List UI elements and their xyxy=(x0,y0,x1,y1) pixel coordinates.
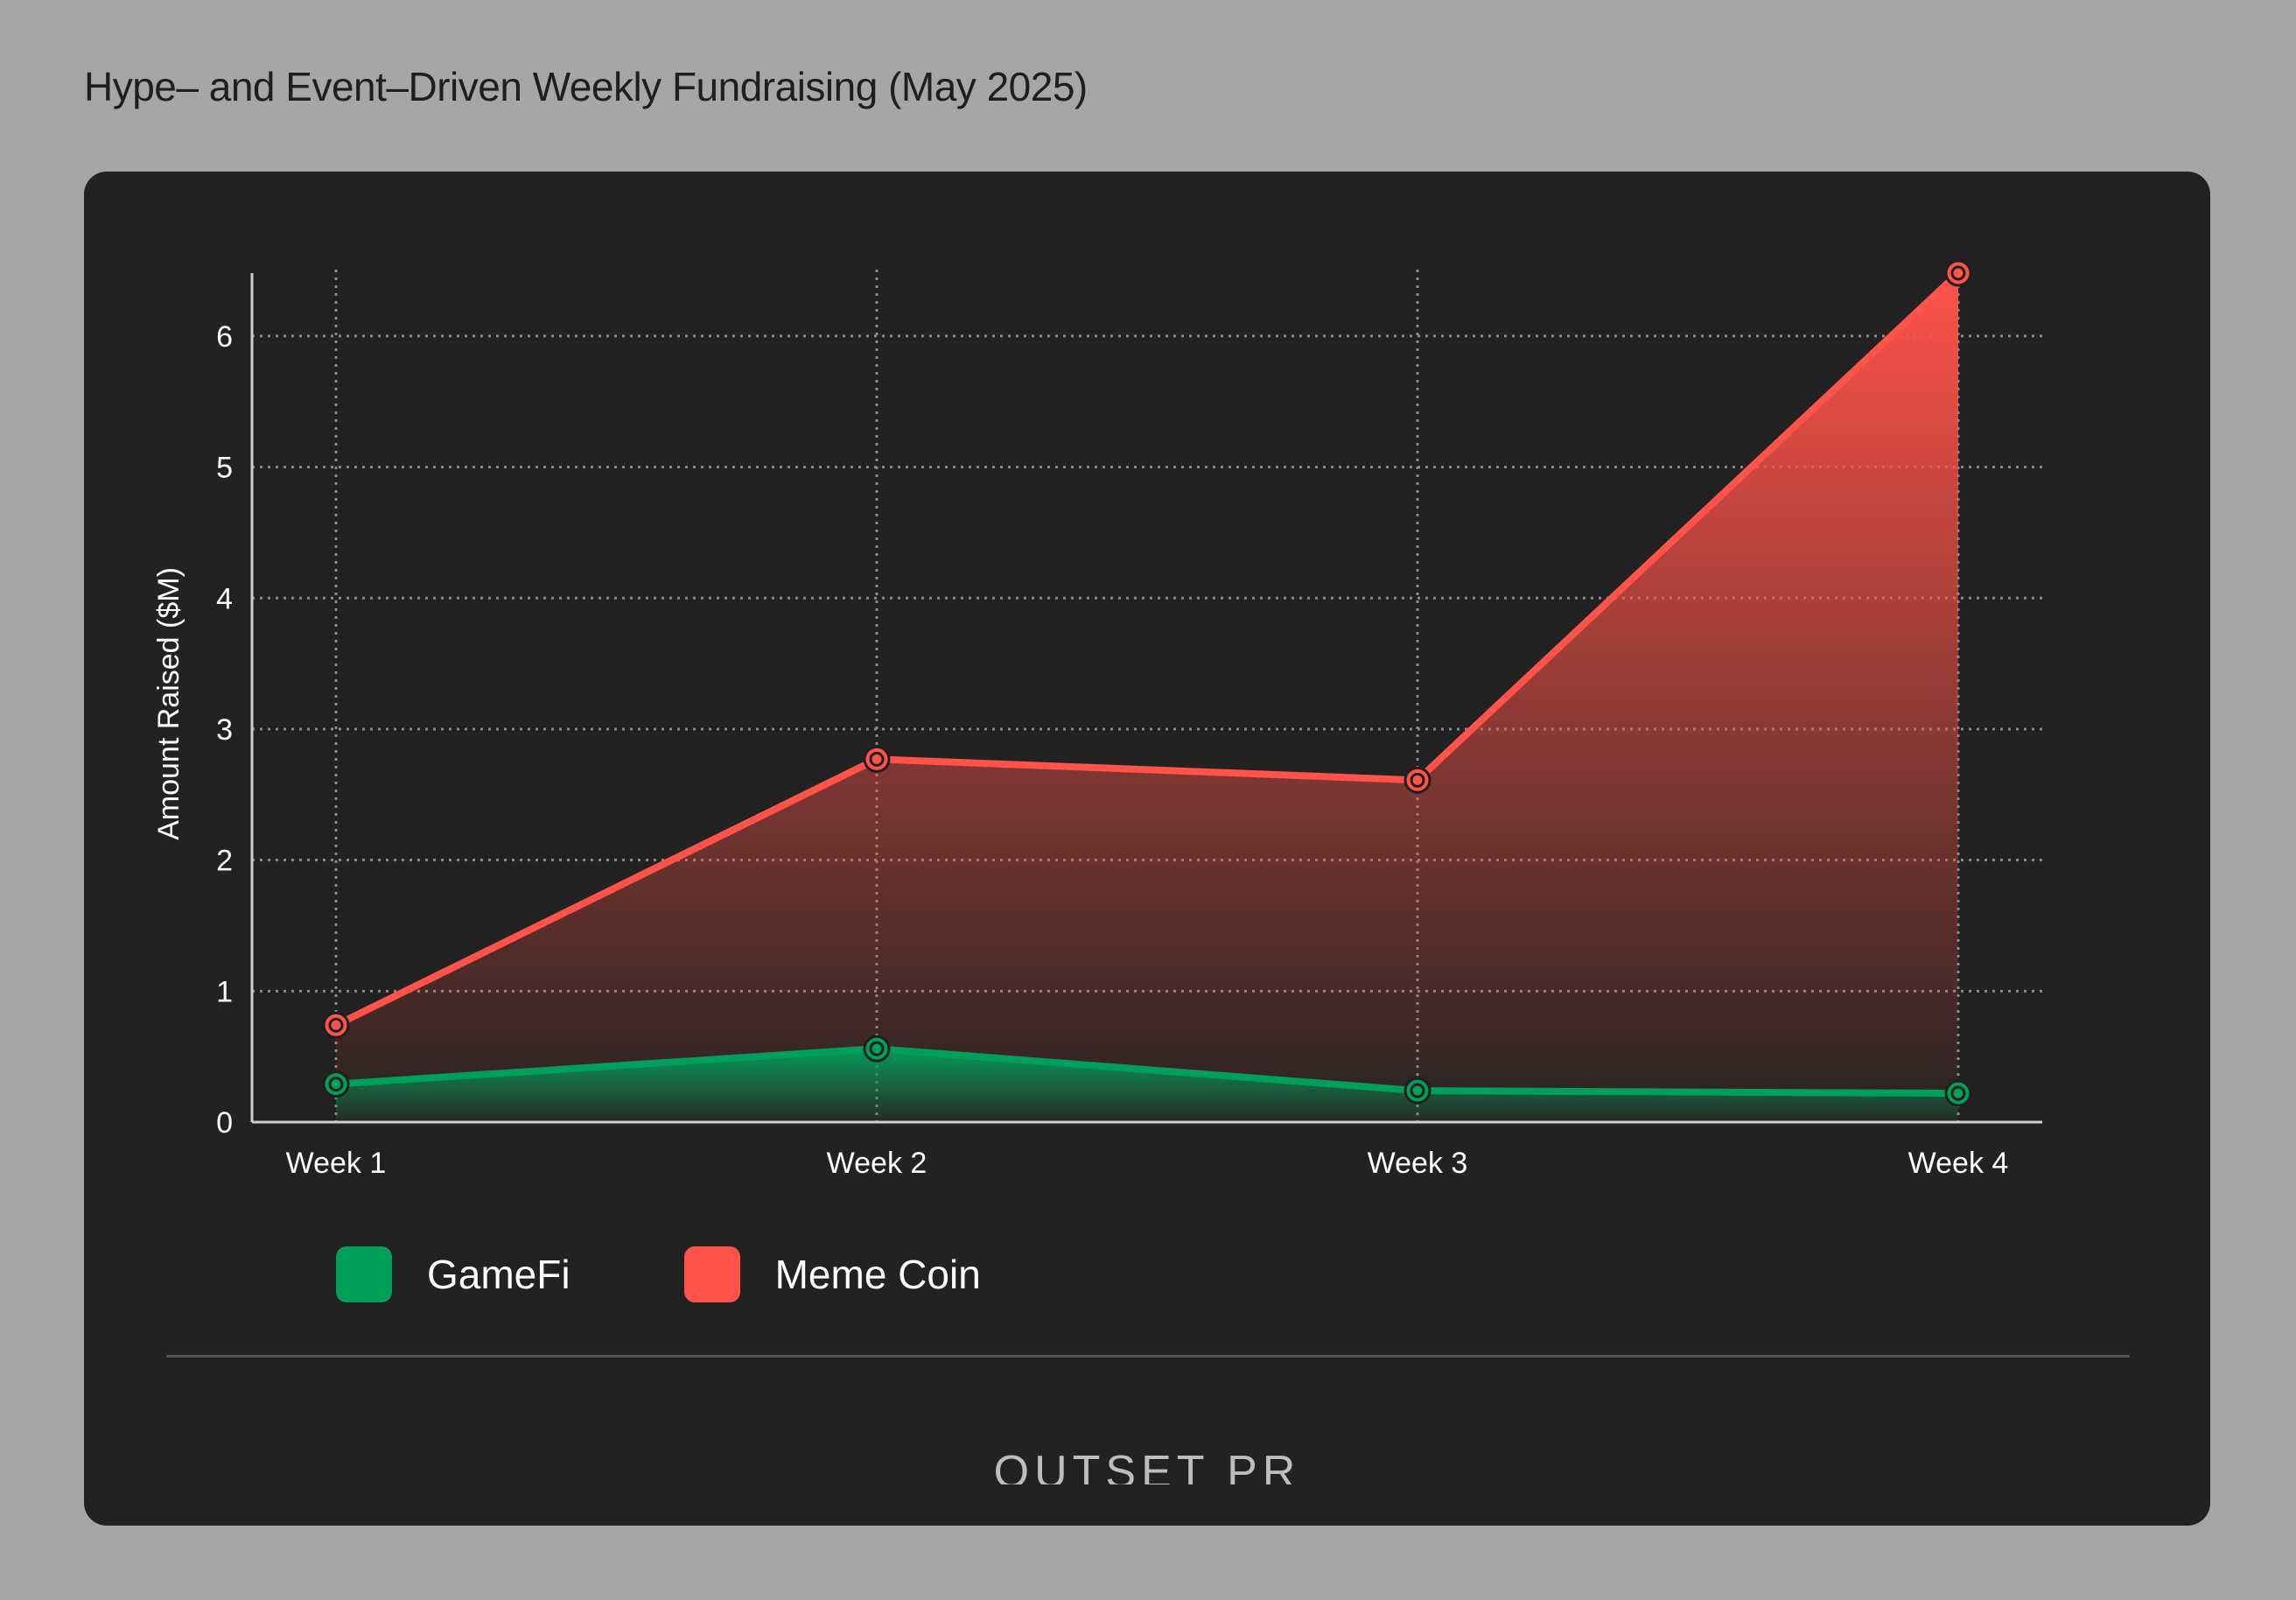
page-title: Hype– and Event–Driven Weekly Fundraisin… xyxy=(84,64,1088,109)
data-point-ring-gamefi-week-1 xyxy=(328,1077,344,1092)
data-point-ring-gamefi-week-2 xyxy=(869,1041,885,1056)
x-tick-label-2: Week 2 xyxy=(827,1147,928,1180)
data-point-gamefi-week-3 xyxy=(1404,1077,1432,1105)
area-fill-meme-coin xyxy=(336,273,1958,1122)
legend: GameFi Meme Coin xyxy=(336,1246,1095,1302)
data-point-ring-meme-coin-week-3 xyxy=(1410,772,1425,788)
series-line-gamefi xyxy=(335,1045,1959,1098)
x-tick-label-4: Week 4 xyxy=(1908,1147,2009,1180)
x-tick-label-3: Week 3 xyxy=(1368,1147,1468,1180)
data-point-gamefi-week-4 xyxy=(1944,1079,1972,1107)
y-tick-label-3: 3 xyxy=(216,713,233,747)
series-line-meme-coin xyxy=(334,270,1961,1028)
legend-swatch-meme-coin xyxy=(683,1246,740,1302)
legend-label-gamefi: GameFi xyxy=(427,1252,570,1297)
brand-logo: OUTSET PR xyxy=(84,1449,2210,1484)
data-point-meme-coin-week-4 xyxy=(1944,259,1972,287)
data-point-ring-meme-coin-week-2 xyxy=(869,751,885,767)
data-point-meme-coin-week-3 xyxy=(1404,766,1432,794)
axes xyxy=(250,273,2042,1124)
brand-logo-text: OUTSET PR xyxy=(993,1449,1301,1484)
y-tick-label-2: 2 xyxy=(216,845,233,878)
data-point-ring-meme-coin-week-1 xyxy=(328,1017,344,1033)
data-point-ring-gamefi-week-3 xyxy=(1410,1083,1425,1098)
y-axis-label: Amount Raised ($M) xyxy=(152,567,186,840)
data-points xyxy=(322,259,1972,1107)
legend-item-gamefi: GameFi xyxy=(336,1246,570,1302)
y-tick-label-6: 6 xyxy=(216,320,233,354)
data-point-meme-coin-week-1 xyxy=(322,1011,350,1039)
tick-labels: 0 1 2 3 4 5 6 Week 1 Week 2 Week 3 Week 4 xyxy=(216,320,2008,1180)
y-tick-label-4: 4 xyxy=(216,582,233,615)
data-point-gamefi-week-1 xyxy=(322,1070,350,1098)
y-tick-label-1: 1 xyxy=(216,975,233,1008)
y-tick-label-5: 5 xyxy=(216,452,233,485)
y-tick-label-0: 0 xyxy=(216,1106,233,1140)
data-point-ring-gamefi-week-4 xyxy=(1950,1085,1966,1101)
divider xyxy=(166,1355,2130,1358)
legend-label-meme-coin: Meme Coin xyxy=(774,1252,981,1297)
series-lines xyxy=(334,270,1961,1098)
legend-item-meme-coin: Meme Coin xyxy=(683,1246,981,1302)
x-tick-label-1: Week 1 xyxy=(286,1147,387,1180)
data-point-meme-coin-week-2 xyxy=(863,745,891,773)
chart-card: 0 1 2 3 4 5 6 Week 1 Week 2 Week 3 Week 4 Amount R… xyxy=(84,172,2210,1526)
legend-swatch-gamefi xyxy=(336,1246,392,1302)
data-point-ring-meme-coin-week-4 xyxy=(1950,265,1966,281)
area-fills xyxy=(336,273,1958,1122)
area-fill-gamefi xyxy=(336,1049,1958,1122)
data-point-gamefi-week-2 xyxy=(863,1035,891,1063)
area-chart: 0 1 2 3 4 5 6 Week 1 Week 2 Week 3 Week 4 Amount R… xyxy=(152,259,2042,1180)
